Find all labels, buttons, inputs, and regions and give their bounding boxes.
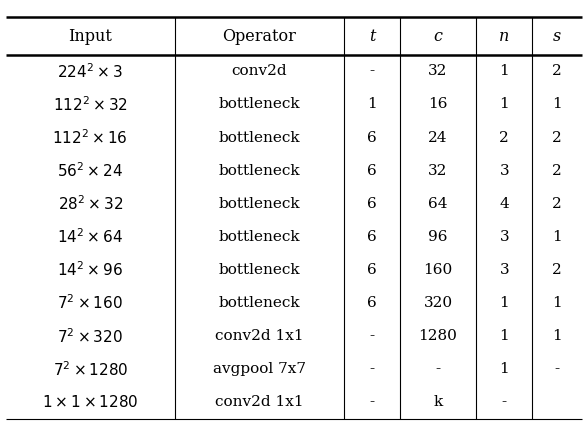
- Text: 96: 96: [428, 230, 448, 244]
- Text: 3: 3: [499, 230, 509, 244]
- Text: $14^2 \times 96$: $14^2 \times 96$: [58, 260, 123, 280]
- Text: 4: 4: [499, 197, 509, 211]
- Text: 3: 3: [499, 263, 509, 277]
- Text: -: -: [436, 362, 440, 376]
- Text: c: c: [433, 28, 443, 44]
- Text: -: -: [369, 362, 375, 376]
- Text: Input: Input: [68, 28, 112, 44]
- Text: 1: 1: [499, 362, 509, 376]
- Text: bottleneck: bottleneck: [218, 296, 300, 310]
- Text: 6: 6: [367, 296, 377, 310]
- Text: 3: 3: [499, 164, 509, 178]
- Text: bottleneck: bottleneck: [218, 130, 300, 145]
- Text: $1 \times 1 \times 1280$: $1 \times 1 \times 1280$: [42, 394, 139, 410]
- Text: 24: 24: [428, 130, 448, 145]
- Text: $112^2 \times 16$: $112^2 \times 16$: [52, 128, 128, 147]
- Text: $14^2 \times 64$: $14^2 \times 64$: [57, 228, 123, 246]
- Text: 1: 1: [499, 296, 509, 310]
- Text: $7^2 \times 1280$: $7^2 \times 1280$: [52, 360, 128, 379]
- Text: 1: 1: [552, 98, 562, 111]
- Text: -: -: [369, 395, 375, 410]
- Text: 2: 2: [552, 197, 562, 211]
- Text: bottleneck: bottleneck: [218, 230, 300, 244]
- Text: 6: 6: [367, 263, 377, 277]
- Text: 64: 64: [428, 197, 448, 211]
- Text: Operator: Operator: [222, 28, 296, 44]
- Text: 320: 320: [423, 296, 453, 310]
- Text: 6: 6: [367, 164, 377, 178]
- Text: bottleneck: bottleneck: [218, 164, 300, 178]
- Text: 6: 6: [367, 197, 377, 211]
- Text: 1: 1: [552, 329, 562, 343]
- Text: 2: 2: [552, 164, 562, 178]
- Text: 1: 1: [499, 329, 509, 343]
- Text: 6: 6: [367, 130, 377, 145]
- Text: $56^2 \times 24$: $56^2 \times 24$: [57, 161, 123, 180]
- Text: 32: 32: [429, 64, 447, 78]
- Text: 1: 1: [499, 64, 509, 78]
- Text: bottleneck: bottleneck: [218, 98, 300, 111]
- Text: bottleneck: bottleneck: [218, 263, 300, 277]
- Text: $7^2 \times 160$: $7^2 \times 160$: [58, 294, 123, 312]
- Text: conv2d 1x1: conv2d 1x1: [215, 329, 303, 343]
- Text: 1280: 1280: [419, 329, 457, 343]
- Text: $7^2 \times 320$: $7^2 \times 320$: [58, 327, 123, 346]
- Text: k: k: [433, 395, 443, 410]
- Text: $224^2 \times 3$: $224^2 \times 3$: [58, 62, 123, 81]
- Text: $112^2 \times 32$: $112^2 \times 32$: [53, 95, 128, 114]
- Text: conv2d: conv2d: [232, 64, 287, 78]
- Text: 2: 2: [499, 130, 509, 145]
- Text: bottleneck: bottleneck: [218, 197, 300, 211]
- Text: 160: 160: [423, 263, 453, 277]
- Text: -: -: [502, 395, 507, 410]
- Text: 16: 16: [428, 98, 448, 111]
- Text: 2: 2: [552, 64, 562, 78]
- Text: conv2d 1x1: conv2d 1x1: [215, 395, 303, 410]
- Text: -: -: [369, 64, 375, 78]
- Text: 2: 2: [552, 263, 562, 277]
- Text: s: s: [553, 28, 562, 44]
- Text: 32: 32: [429, 164, 447, 178]
- Text: avgpool 7x7: avgpool 7x7: [213, 362, 306, 376]
- Text: 2: 2: [552, 130, 562, 145]
- Text: 1: 1: [552, 296, 562, 310]
- Text: n: n: [499, 28, 509, 44]
- Text: 1: 1: [499, 98, 509, 111]
- Text: 1: 1: [367, 98, 377, 111]
- Text: t: t: [369, 28, 375, 44]
- Text: 1: 1: [552, 230, 562, 244]
- Text: $28^2 \times 32$: $28^2 \times 32$: [58, 194, 123, 213]
- Text: 6: 6: [367, 230, 377, 244]
- Text: -: -: [369, 329, 375, 343]
- Text: -: -: [554, 362, 560, 376]
